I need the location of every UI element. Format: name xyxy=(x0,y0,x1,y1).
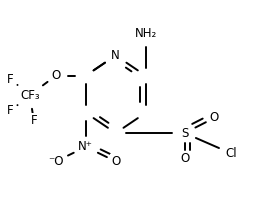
Text: O: O xyxy=(51,69,61,82)
Text: O: O xyxy=(210,111,219,124)
Text: O: O xyxy=(180,152,189,165)
Text: ⁻O: ⁻O xyxy=(48,155,64,168)
Text: NH₂: NH₂ xyxy=(134,27,157,40)
Text: N: N xyxy=(111,49,120,62)
Text: S: S xyxy=(181,127,188,140)
Text: CF₃: CF₃ xyxy=(20,89,40,102)
Text: F: F xyxy=(7,73,14,86)
Text: O: O xyxy=(111,155,120,168)
Text: F: F xyxy=(7,104,14,117)
Text: N⁺: N⁺ xyxy=(78,140,93,153)
Text: F: F xyxy=(30,114,37,127)
Text: Cl: Cl xyxy=(226,147,237,160)
